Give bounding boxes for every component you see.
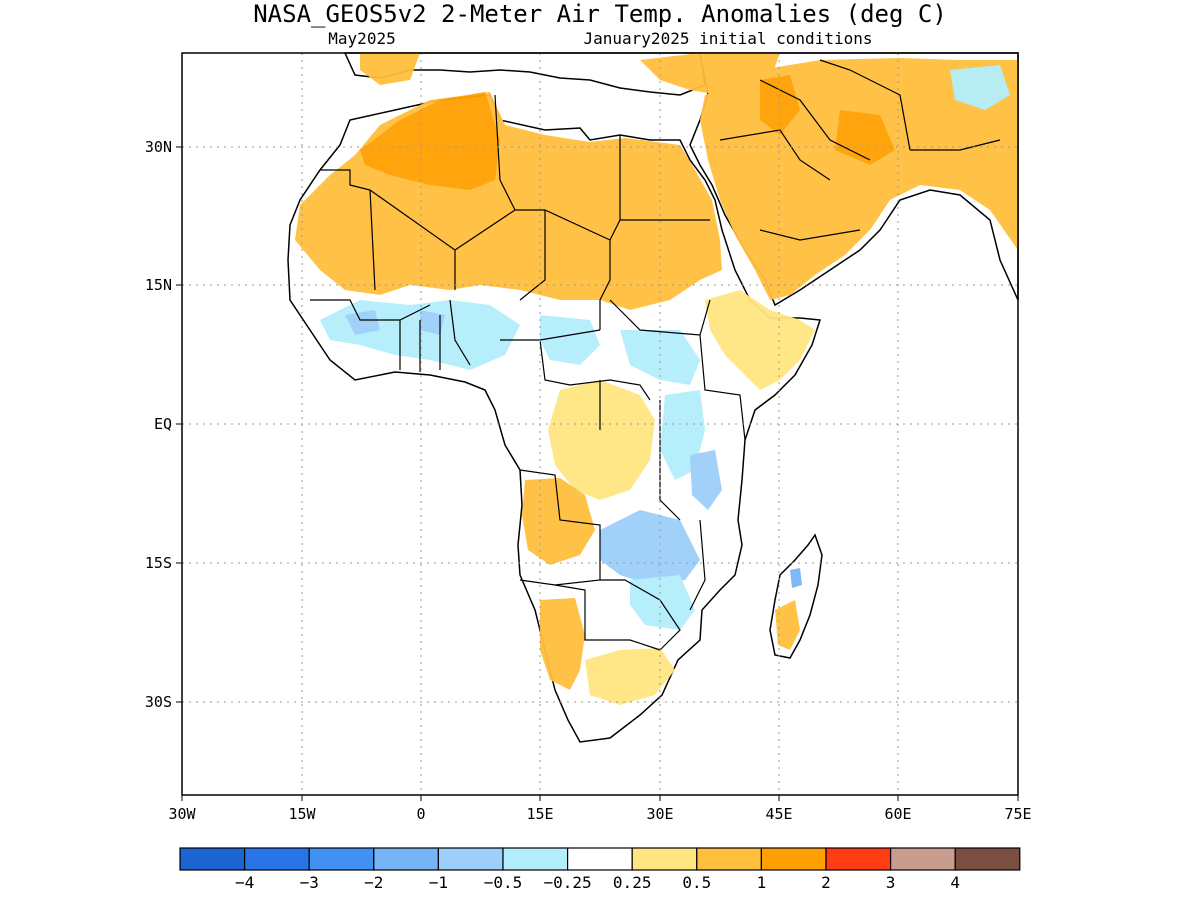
warm-anomaly-sahara-core [360,92,500,190]
colorbar-tick-label: 2 [821,873,831,892]
country-borders [310,59,1001,651]
colorbar-tick-label: 4 [950,873,960,892]
lon-label-75e: 75E [1004,805,1031,823]
cool-anomaly-middle-east [950,65,1010,110]
warm-anomaly-shading [295,53,1018,705]
colorbar-swatch [179,847,246,871]
colorbar-tick-label: 1 [757,873,767,892]
colorbar-swatch [373,847,439,871]
warm-anomaly-horn-africa [705,290,815,390]
warm-anomaly-namibia [540,598,585,690]
lat-label-30s: 30S [145,693,172,711]
colorbar-swatch [889,847,956,871]
lon-label-60e: 60E [884,805,911,823]
warm-anomaly-madagascar [775,600,800,650]
lat-label-15n: 15N [145,276,172,294]
colorbar-swatch [244,847,310,871]
colorbar-tick-label: −3 [300,873,319,892]
latitude-axis: 30N 15N EQ 15S 30S [145,138,182,711]
colorbar-tick-label: −0.25 [544,873,592,892]
cool-anomaly-botswana [630,575,695,630]
lat-label-eq: EQ [154,415,172,433]
colorbar-tick-labels: −4 −3 −2 −1 −0.5 −0.25 0.25 0.5 1 2 3 4 [235,873,960,892]
lon-label-0: 0 [416,805,425,823]
lon-label-30e: 30E [646,805,673,823]
colorbar-tick-label: 3 [886,873,896,892]
colorbar-swatch [696,847,762,871]
warm-anomaly-congo [548,380,655,500]
cool-anomaly-central-sahel [540,315,600,365]
cool-anomaly-zambia [600,510,700,585]
lon-label-45e: 45E [765,805,792,823]
lon-label-30w: 30W [168,805,196,823]
warm-anomaly-south-africa [585,648,675,705]
colorbar-swatch [502,847,569,871]
colorbar-swatch [308,847,375,871]
valid-month-label: May2025 [328,29,395,48]
map-panel [181,52,1019,796]
lat-label-15s: 15S [145,554,172,572]
map-gridlines [182,53,1018,795]
colorbar-swatch [954,847,1021,871]
colorbar-tick-label: −0.5 [484,873,523,892]
lon-label-15e: 15E [526,805,553,823]
colorbar-swatch [631,847,698,871]
cool-anomaly-sudan [620,330,700,385]
colorbar-tick-label: −2 [364,873,383,892]
colorbar-tick-label: 0.25 [613,873,652,892]
cool-anomaly-madagascar [790,568,802,588]
colorbar-tick-label: −1 [429,873,448,892]
longitude-axis: 30W 15W 0 15E 30E 45E 60E 75E [168,795,1032,823]
init-conditions-label: January2025 initial conditions [584,29,873,48]
lat-label-30n: 30N [145,138,172,156]
colorbar-swatch [825,847,892,871]
colorbar-swatch [760,847,827,871]
colorbar-tick-label: −4 [235,873,254,892]
lon-label-15w: 15W [288,805,316,823]
colorbar: −4 −3 −2 −1 −0.5 −0.25 0.25 0.5 1 2 3 4 [179,847,1021,892]
cool-anomaly-tanzania [690,450,722,510]
colorbar-swatch [437,847,504,871]
colorbar-swatches [179,847,1021,871]
figure-title: NASA_GEOS5v2 2-Meter Air Temp. Anomalies… [253,0,947,28]
colorbar-tick-label: 0.5 [682,873,711,892]
warm-anomaly-europe [360,53,780,95]
colorbar-swatch [566,847,633,871]
